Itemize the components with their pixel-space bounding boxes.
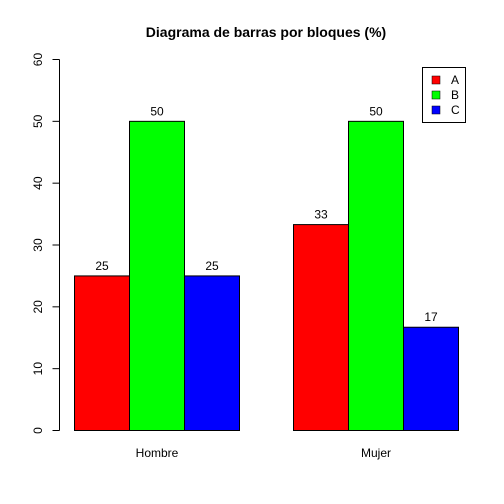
y-tick-label: 50	[31, 114, 45, 128]
bar-B-Mujer	[348, 120, 404, 431]
data-label: 50	[150, 104, 164, 118]
legend-label-B: B	[451, 88, 459, 102]
data-label: 33	[314, 208, 328, 222]
legend-swatch-C	[431, 105, 441, 115]
chart-title: Diagrama de barras por bloques (%)	[146, 24, 386, 40]
bar-C-Hombre	[184, 275, 240, 431]
bar-A-Hombre	[74, 275, 130, 431]
legend-swatch-B	[431, 90, 441, 100]
y-tick-label: 10	[31, 362, 45, 376]
bar-C-Mujer	[403, 326, 459, 432]
x-category-label: Mujer	[361, 446, 391, 460]
legend: ABC	[422, 67, 466, 123]
y-tick-label: 40	[31, 176, 45, 190]
legend-label-C: C	[451, 103, 460, 117]
legend-label-A: A	[451, 73, 459, 87]
bar-B-Hombre	[129, 120, 185, 431]
data-label: 17	[424, 310, 438, 324]
x-axis-labels: Hombre Mujer	[136, 446, 391, 460]
x-category-label: Hombre	[136, 446, 179, 460]
y-axis: 0 10 20 30 40 50 60	[31, 53, 60, 434]
data-label: 50	[369, 104, 383, 118]
y-tick-label: 20	[31, 300, 45, 314]
y-tick-label: 0	[31, 427, 45, 434]
bars: 25 50 25 33 50 17	[74, 104, 459, 432]
data-label: 25	[205, 259, 219, 273]
y-tick-label: 30	[31, 238, 45, 252]
y-tick-label: 60	[31, 53, 45, 67]
legend-box	[422, 67, 466, 123]
legend-swatch-A	[431, 75, 441, 85]
bar-A-Mujer	[293, 224, 349, 431]
data-label: 25	[95, 259, 109, 273]
